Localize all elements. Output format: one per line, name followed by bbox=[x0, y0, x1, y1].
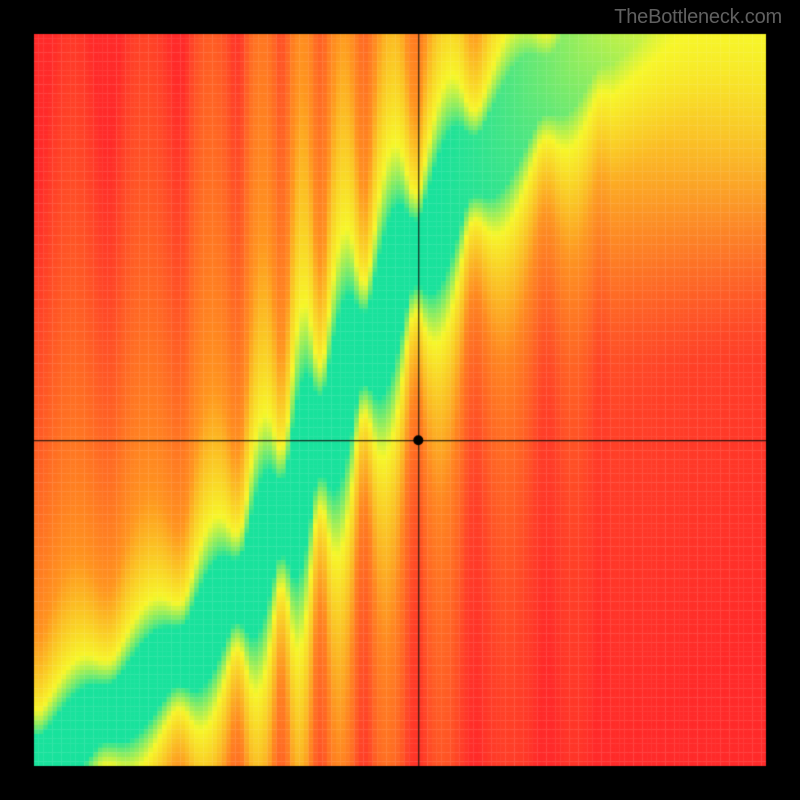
bottleneck-heatmap-canvas bbox=[0, 0, 800, 800]
watermark-text: TheBottleneck.com bbox=[614, 6, 782, 29]
